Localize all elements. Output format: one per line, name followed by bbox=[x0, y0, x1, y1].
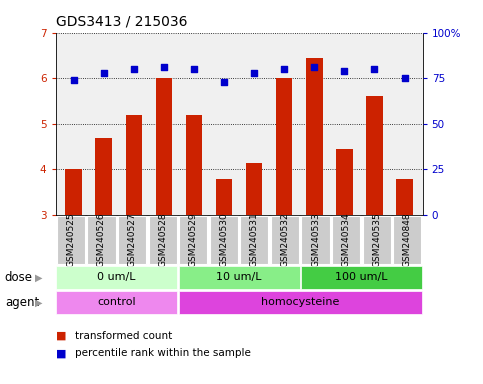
Bar bbox=[118, 216, 146, 264]
Bar bbox=[87, 216, 115, 264]
Text: GSM240525: GSM240525 bbox=[66, 213, 75, 267]
Bar bbox=[366, 96, 383, 215]
Bar bbox=[179, 216, 207, 264]
Bar bbox=[56, 266, 177, 289]
Text: 100 um/L: 100 um/L bbox=[335, 272, 388, 283]
Bar bbox=[216, 179, 232, 215]
Bar bbox=[332, 216, 360, 264]
Text: ▶: ▶ bbox=[35, 297, 43, 308]
Bar bbox=[363, 216, 391, 264]
Point bbox=[280, 66, 288, 72]
Text: control: control bbox=[98, 297, 136, 308]
Bar bbox=[156, 78, 172, 215]
Text: GSM240534: GSM240534 bbox=[341, 213, 351, 267]
Point bbox=[130, 66, 138, 72]
Text: transformed count: transformed count bbox=[75, 331, 172, 341]
Bar bbox=[241, 216, 269, 264]
Text: GSM240528: GSM240528 bbox=[158, 213, 167, 267]
Text: dose: dose bbox=[5, 271, 33, 284]
Text: GSM240526: GSM240526 bbox=[97, 213, 106, 267]
Text: 0 um/L: 0 um/L bbox=[98, 272, 136, 283]
Bar bbox=[271, 216, 299, 264]
Text: GSM240535: GSM240535 bbox=[372, 213, 381, 267]
Text: homocysteine: homocysteine bbox=[261, 297, 340, 308]
Text: agent: agent bbox=[5, 296, 39, 309]
Bar bbox=[301, 266, 422, 289]
Bar bbox=[246, 162, 262, 215]
Bar bbox=[57, 216, 85, 264]
Bar bbox=[301, 216, 329, 264]
Text: 10 um/L: 10 um/L bbox=[216, 272, 262, 283]
Bar bbox=[96, 137, 112, 215]
Text: GSM240527: GSM240527 bbox=[128, 213, 137, 267]
Text: GSM240533: GSM240533 bbox=[311, 213, 320, 267]
Bar bbox=[276, 78, 293, 215]
Bar bbox=[179, 291, 422, 314]
Text: GDS3413 / 215036: GDS3413 / 215036 bbox=[56, 15, 187, 29]
Text: ■: ■ bbox=[56, 348, 66, 358]
Text: percentile rank within the sample: percentile rank within the sample bbox=[75, 348, 251, 358]
Bar bbox=[210, 216, 238, 264]
Text: GSM240848: GSM240848 bbox=[403, 213, 412, 267]
Text: GSM240532: GSM240532 bbox=[281, 213, 289, 267]
Bar bbox=[306, 58, 323, 215]
Point bbox=[401, 75, 409, 81]
Point bbox=[220, 79, 228, 85]
Text: GSM240531: GSM240531 bbox=[250, 213, 259, 267]
Bar bbox=[65, 169, 82, 215]
Bar bbox=[149, 216, 177, 264]
Bar bbox=[56, 291, 177, 314]
Text: ■: ■ bbox=[56, 331, 66, 341]
Point bbox=[250, 70, 258, 76]
Bar bbox=[336, 149, 353, 215]
Text: ▶: ▶ bbox=[35, 272, 43, 283]
Bar bbox=[126, 115, 142, 215]
Point bbox=[100, 70, 108, 76]
Point bbox=[370, 66, 378, 72]
Point bbox=[70, 77, 77, 83]
Point bbox=[341, 68, 348, 74]
Point bbox=[311, 64, 318, 70]
Bar bbox=[179, 266, 299, 289]
Text: GSM240530: GSM240530 bbox=[219, 213, 228, 267]
Point bbox=[160, 64, 168, 70]
Bar bbox=[396, 179, 413, 215]
Point bbox=[190, 66, 198, 72]
Bar bbox=[185, 115, 202, 215]
Text: GSM240529: GSM240529 bbox=[189, 213, 198, 267]
Bar bbox=[393, 216, 421, 264]
